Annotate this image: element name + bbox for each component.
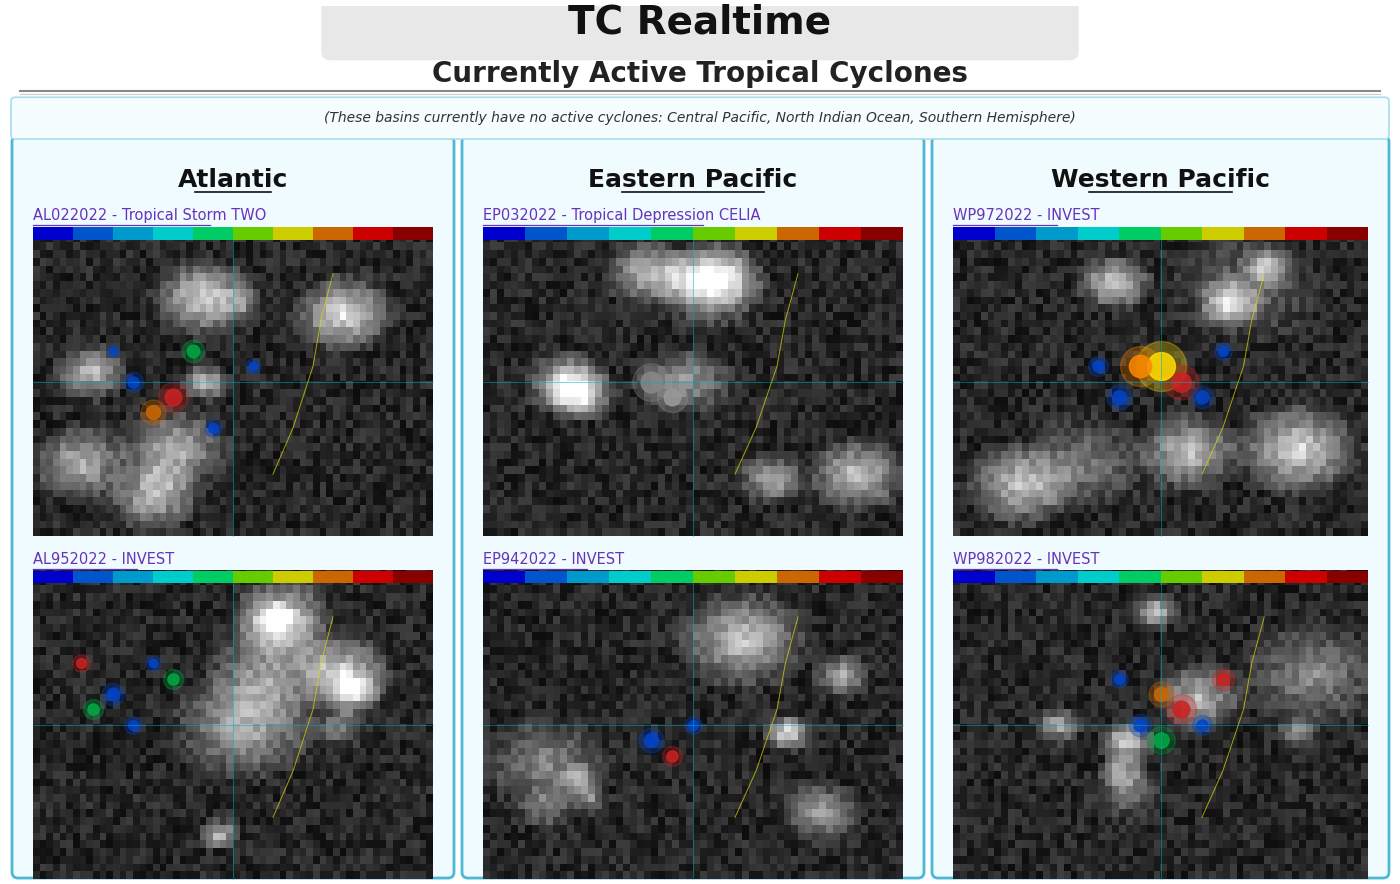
Bar xyxy=(34,570,73,583)
Bar xyxy=(1327,227,1368,240)
Text: Currently Active Tropical Cyclones: Currently Active Tropical Cyclones xyxy=(433,60,967,88)
Text: AL022022 - Tropical Storm TWO: AL022022 - Tropical Storm TWO xyxy=(34,209,266,224)
FancyBboxPatch shape xyxy=(322,0,1078,59)
Bar xyxy=(1119,570,1161,583)
Text: WP972022 - INVEST: WP972022 - INVEST xyxy=(953,209,1099,224)
Text: Eastern Pacific: Eastern Pacific xyxy=(588,168,798,192)
Bar xyxy=(483,570,525,583)
Bar xyxy=(73,570,113,583)
Bar xyxy=(232,570,273,583)
Bar xyxy=(567,227,609,240)
Bar xyxy=(1203,227,1243,240)
Bar xyxy=(651,570,693,583)
FancyBboxPatch shape xyxy=(483,227,903,536)
Bar xyxy=(953,570,994,583)
Bar xyxy=(1078,227,1119,240)
Bar xyxy=(1036,227,1078,240)
Bar xyxy=(483,227,525,240)
Bar xyxy=(353,227,393,240)
Bar xyxy=(1119,227,1161,240)
Bar xyxy=(953,227,994,240)
FancyBboxPatch shape xyxy=(953,227,1368,536)
FancyBboxPatch shape xyxy=(953,570,1368,879)
Bar xyxy=(1327,570,1368,583)
FancyBboxPatch shape xyxy=(34,570,433,879)
Bar xyxy=(861,227,903,240)
Bar xyxy=(1036,570,1078,583)
Bar xyxy=(994,570,1036,583)
Bar xyxy=(273,570,314,583)
Bar xyxy=(819,227,861,240)
Bar xyxy=(153,227,193,240)
Bar xyxy=(1285,227,1327,240)
Bar xyxy=(777,570,819,583)
FancyBboxPatch shape xyxy=(34,227,433,536)
Bar xyxy=(273,227,314,240)
Text: AL952022 - INVEST: AL952022 - INVEST xyxy=(34,552,174,567)
Bar xyxy=(314,570,353,583)
Bar xyxy=(393,227,433,240)
Bar xyxy=(153,570,193,583)
Bar xyxy=(525,570,567,583)
Bar xyxy=(861,570,903,583)
Bar xyxy=(34,227,73,240)
Bar xyxy=(525,227,567,240)
Text: WP982022 - INVEST: WP982022 - INVEST xyxy=(953,552,1099,567)
FancyBboxPatch shape xyxy=(11,97,1389,139)
Bar xyxy=(693,570,735,583)
Text: Atlantic: Atlantic xyxy=(178,168,288,192)
Text: (These basins currently have no active cyclones: Central Pacific, North Indian O: (These basins currently have no active c… xyxy=(325,111,1075,126)
Bar xyxy=(567,570,609,583)
Bar xyxy=(1285,570,1327,583)
Bar xyxy=(1078,570,1119,583)
Bar xyxy=(73,227,113,240)
Bar xyxy=(1161,570,1203,583)
Bar xyxy=(113,227,153,240)
FancyBboxPatch shape xyxy=(483,570,903,879)
Bar xyxy=(1203,570,1243,583)
Bar xyxy=(777,227,819,240)
Bar xyxy=(693,227,735,240)
Bar xyxy=(609,570,651,583)
Text: EP942022 - INVEST: EP942022 - INVEST xyxy=(483,552,624,567)
Bar xyxy=(609,227,651,240)
Bar xyxy=(193,227,232,240)
Bar xyxy=(193,570,232,583)
Bar xyxy=(113,570,153,583)
Bar xyxy=(1243,570,1285,583)
Bar xyxy=(819,570,861,583)
Bar xyxy=(353,570,393,583)
Text: EP032022 - Tropical Depression CELIA: EP032022 - Tropical Depression CELIA xyxy=(483,209,760,224)
FancyBboxPatch shape xyxy=(932,136,1389,878)
Text: Western Pacific: Western Pacific xyxy=(1051,168,1270,192)
Bar xyxy=(735,570,777,583)
Bar xyxy=(735,227,777,240)
Text: TC Realtime: TC Realtime xyxy=(568,4,832,42)
Bar xyxy=(994,227,1036,240)
FancyBboxPatch shape xyxy=(13,136,454,878)
Bar xyxy=(232,227,273,240)
Bar xyxy=(1243,227,1285,240)
Bar xyxy=(393,570,433,583)
Bar xyxy=(1161,227,1203,240)
Bar xyxy=(314,227,353,240)
Bar xyxy=(651,227,693,240)
FancyBboxPatch shape xyxy=(462,136,924,878)
